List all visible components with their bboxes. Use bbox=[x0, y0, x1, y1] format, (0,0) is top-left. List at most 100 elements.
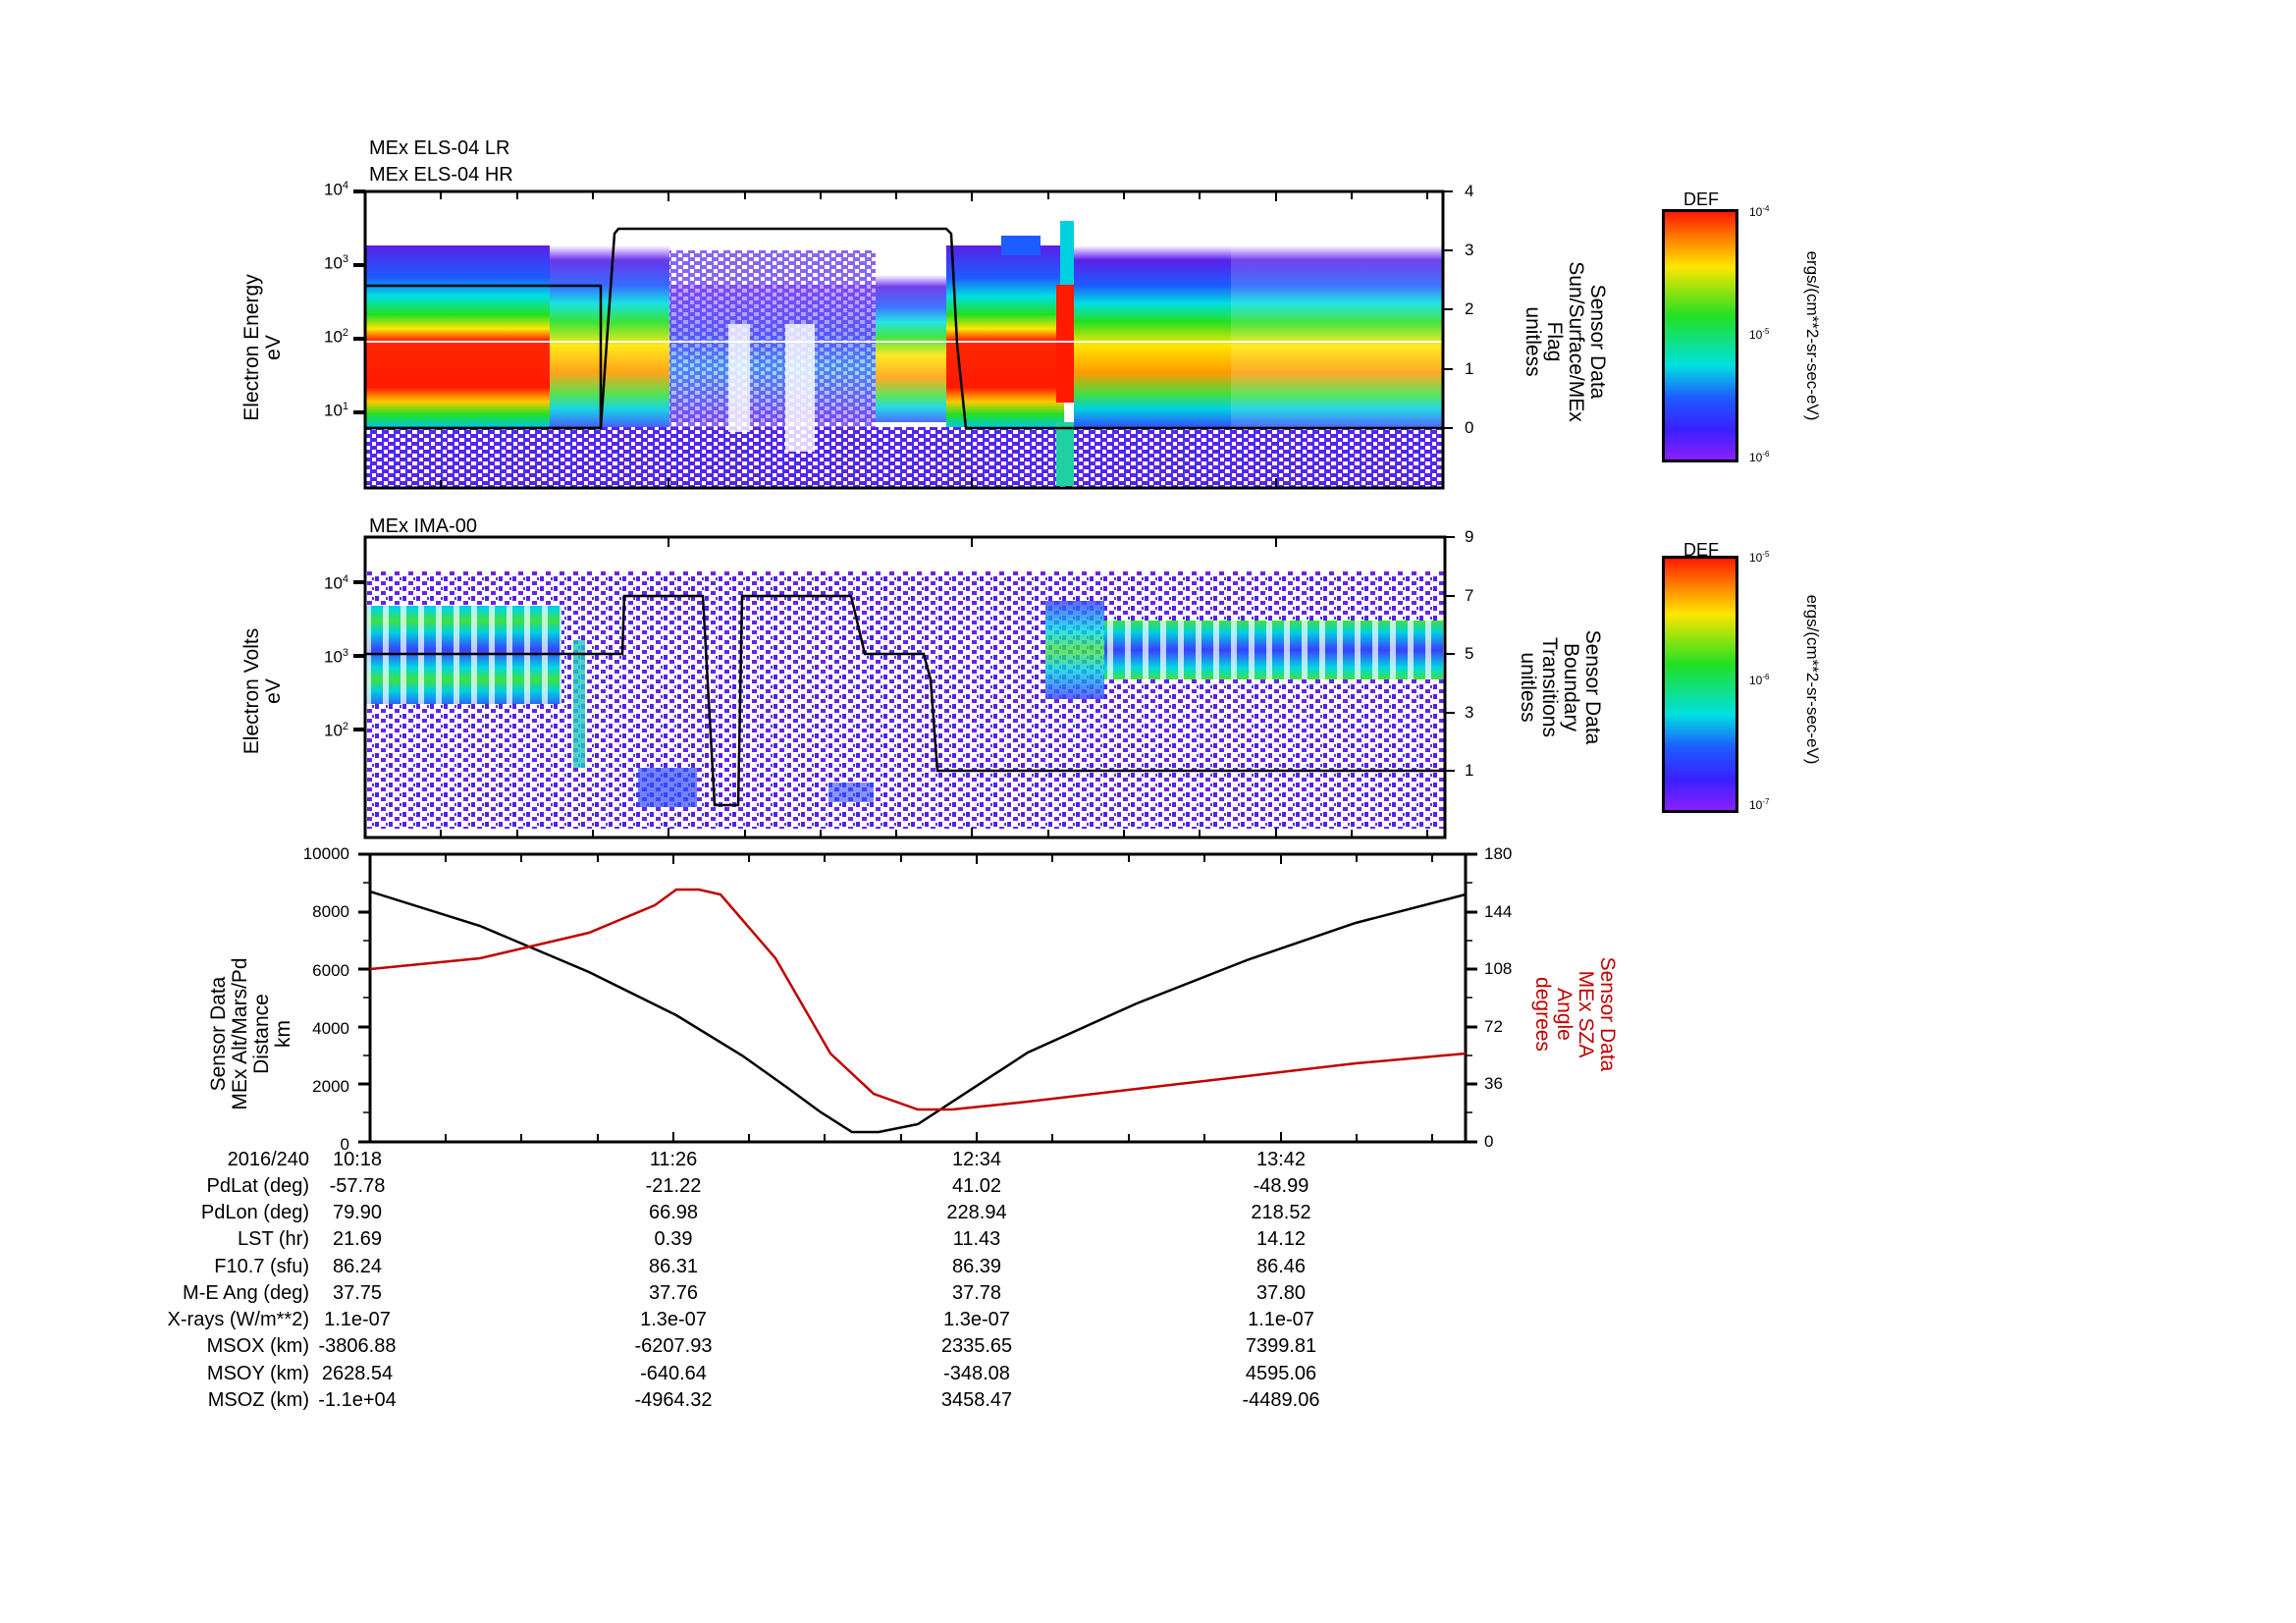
ima-ytick-1e2: 102 bbox=[324, 721, 349, 740]
alt-ylabel-line2: MEx Alt/Mars/Pd bbox=[229, 957, 251, 1110]
table-row-label: MSOX (km) bbox=[206, 1335, 309, 1357]
alt-ytick-2000: 2000 bbox=[312, 1077, 349, 1096]
els-y2label-line1: Sensor Data bbox=[1586, 284, 1609, 400]
ima-title: MEx IMA-00 bbox=[369, 515, 478, 537]
sza-ytick-0: 0 bbox=[1484, 1132, 1494, 1151]
ima-y2tick-1: 1 bbox=[1465, 761, 1474, 780]
els-colorbar-title: DEF bbox=[1683, 189, 1719, 209]
table-cell: 41.02 bbox=[951, 1175, 1002, 1197]
els-title-lr: MEx ELS-04 LR bbox=[369, 137, 510, 159]
els-y2tick-4: 4 bbox=[1465, 182, 1474, 200]
ima-y2tick-7: 7 bbox=[1465, 586, 1474, 605]
ima-y2tick-3: 3 bbox=[1465, 703, 1474, 722]
table-cell: 86.24 bbox=[332, 1256, 383, 1277]
table-cell: 66.98 bbox=[648, 1202, 699, 1223]
alt-ytick-0: 0 bbox=[340, 1135, 349, 1154]
els-ytick-1e1: 101 bbox=[324, 401, 349, 420]
table-cell: 21.69 bbox=[332, 1228, 383, 1250]
els-colorbar bbox=[1662, 209, 1738, 462]
table-cell: -640.64 bbox=[640, 1363, 707, 1384]
ima-colorbar-title: DEF bbox=[1683, 540, 1719, 560]
table-cell: 37.78 bbox=[951, 1282, 1002, 1304]
table-cell: 37.75 bbox=[332, 1282, 383, 1304]
alt-y-axis-label: Sensor Data MEx Alt/Mars/Pd Distance km bbox=[207, 926, 302, 1142]
table-cell: 2335.65 bbox=[940, 1335, 1013, 1357]
table-cell: 0.39 bbox=[654, 1228, 693, 1250]
table-row-label: X-rays (W/m**2) bbox=[167, 1309, 309, 1330]
alt-ytick-10000: 10000 bbox=[302, 844, 349, 863]
alt-ylabel-line3: Distance bbox=[250, 994, 273, 1074]
ima-cbar-tick-top: 10-5 bbox=[1749, 550, 1770, 565]
sza-ytick-144: 144 bbox=[1484, 902, 1513, 921]
sza-line bbox=[369, 888, 1467, 1111]
table-cell: -348.08 bbox=[943, 1363, 1010, 1384]
sza-ytick-108: 108 bbox=[1484, 959, 1513, 978]
els-ytick-1e3: 103 bbox=[324, 253, 349, 273]
els-y2tick-1: 1 bbox=[1465, 359, 1474, 378]
table-cell: 86.46 bbox=[1255, 1256, 1307, 1277]
els-ylabel-line1: Electron Energy bbox=[240, 274, 263, 421]
table-cell: -4489.06 bbox=[1242, 1389, 1320, 1411]
table-cell: 228.94 bbox=[946, 1202, 1007, 1223]
els-ytick-1e2: 102 bbox=[324, 327, 349, 347]
table-cell: 1.3e-07 bbox=[943, 1309, 1010, 1330]
table-cell: 37.80 bbox=[1255, 1282, 1307, 1304]
table-row-label: 2016/240 bbox=[227, 1149, 309, 1170]
els-colorbar-units: ergs/(cm**2-sr-sec-eV) bbox=[1803, 250, 1822, 421]
table-cell: 14.12 bbox=[1255, 1228, 1307, 1250]
sza-ytick-36: 36 bbox=[1484, 1074, 1503, 1093]
ima-y2label-line1: Sensor Data bbox=[1581, 629, 1604, 745]
sza-ytick-72: 72 bbox=[1484, 1017, 1503, 1036]
table-cell: 2628.54 bbox=[321, 1363, 394, 1384]
els-y2label-line4: unitless bbox=[1522, 306, 1544, 377]
ima-colorbar-units: ergs/(cm**2-sr-sec-eV) bbox=[1803, 594, 1822, 765]
table-cell: -1.1e+04 bbox=[318, 1389, 397, 1411]
ima-y2label-line2: Boundary bbox=[1560, 643, 1582, 731]
sza-ytick-180: 180 bbox=[1484, 844, 1513, 863]
table-row-label: PdLat (deg) bbox=[206, 1175, 309, 1197]
table-cell: 1.1e-07 bbox=[1248, 1309, 1314, 1330]
table-cell: 86.39 bbox=[951, 1256, 1002, 1277]
els-y2label-line2: Sun/Surface/MEx bbox=[1565, 261, 1587, 422]
table-row-label: MSOZ (km) bbox=[207, 1389, 309, 1411]
table-cell: -3806.88 bbox=[318, 1335, 397, 1357]
table-cell: 1.1e-07 bbox=[324, 1309, 391, 1330]
ima-ylabel-line2: eV bbox=[262, 678, 285, 704]
els-title-hr: MEx ELS-04 HR bbox=[369, 164, 513, 186]
ima-ytick-1e4: 104 bbox=[324, 573, 349, 593]
els-spectrogram bbox=[353, 189, 1453, 490]
alt-ylabel-line1: Sensor Data bbox=[207, 976, 230, 1092]
sza-label-line3: Angle bbox=[1553, 988, 1575, 1041]
ima-ytick-1e3: 103 bbox=[324, 647, 349, 667]
els-cbar-tick-bot: 10-6 bbox=[1749, 450, 1770, 464]
table-cell: 1.3e-07 bbox=[640, 1309, 707, 1330]
ima-y2tick-5: 5 bbox=[1465, 644, 1474, 663]
sza-label-line1: Sensor Data bbox=[1596, 956, 1619, 1072]
els-y2-axis-label: Sensor Data Sun/Surface/MEx Flag unitles… bbox=[1514, 214, 1609, 469]
alt-ytick-4000: 4000 bbox=[312, 1019, 349, 1038]
table-row-label: M-E Ang (deg) bbox=[183, 1282, 309, 1304]
ima-y-axis-label: Electron Volts eV bbox=[240, 603, 289, 780]
ima-spectrogram bbox=[353, 535, 1455, 839]
table-cell: 10:18 bbox=[332, 1149, 383, 1170]
els-ytick-1e4: 104 bbox=[324, 180, 349, 199]
table-cell: -57.78 bbox=[329, 1175, 386, 1197]
table-cell: 12:34 bbox=[951, 1149, 1002, 1170]
table-cell: -21.22 bbox=[645, 1175, 702, 1197]
alt-ylabel-line4: km bbox=[272, 1020, 294, 1048]
ima-cbar-tick-mid: 10-6 bbox=[1749, 673, 1770, 687]
els-ylabel-line2: eV bbox=[262, 335, 285, 360]
table-cell: 86.31 bbox=[648, 1256, 699, 1277]
table-cell: -4964.32 bbox=[634, 1389, 713, 1411]
table-row-label: F10.7 (sfu) bbox=[214, 1256, 309, 1277]
altitude-line bbox=[369, 890, 1467, 1134]
els-y2tick-0: 0 bbox=[1465, 418, 1474, 437]
table-cell: -6207.93 bbox=[634, 1335, 713, 1357]
ima-cbar-tick-bot: 10-7 bbox=[1749, 797, 1770, 812]
els-y2tick-2: 2 bbox=[1465, 299, 1474, 318]
table-cell: 4595.06 bbox=[1245, 1363, 1317, 1384]
sza-label-line4: degrees bbox=[1531, 977, 1554, 1052]
table-cell: 37.76 bbox=[648, 1282, 699, 1304]
table-cell: 11:26 bbox=[649, 1149, 698, 1170]
alt-sza-line-chart bbox=[358, 852, 1477, 1144]
